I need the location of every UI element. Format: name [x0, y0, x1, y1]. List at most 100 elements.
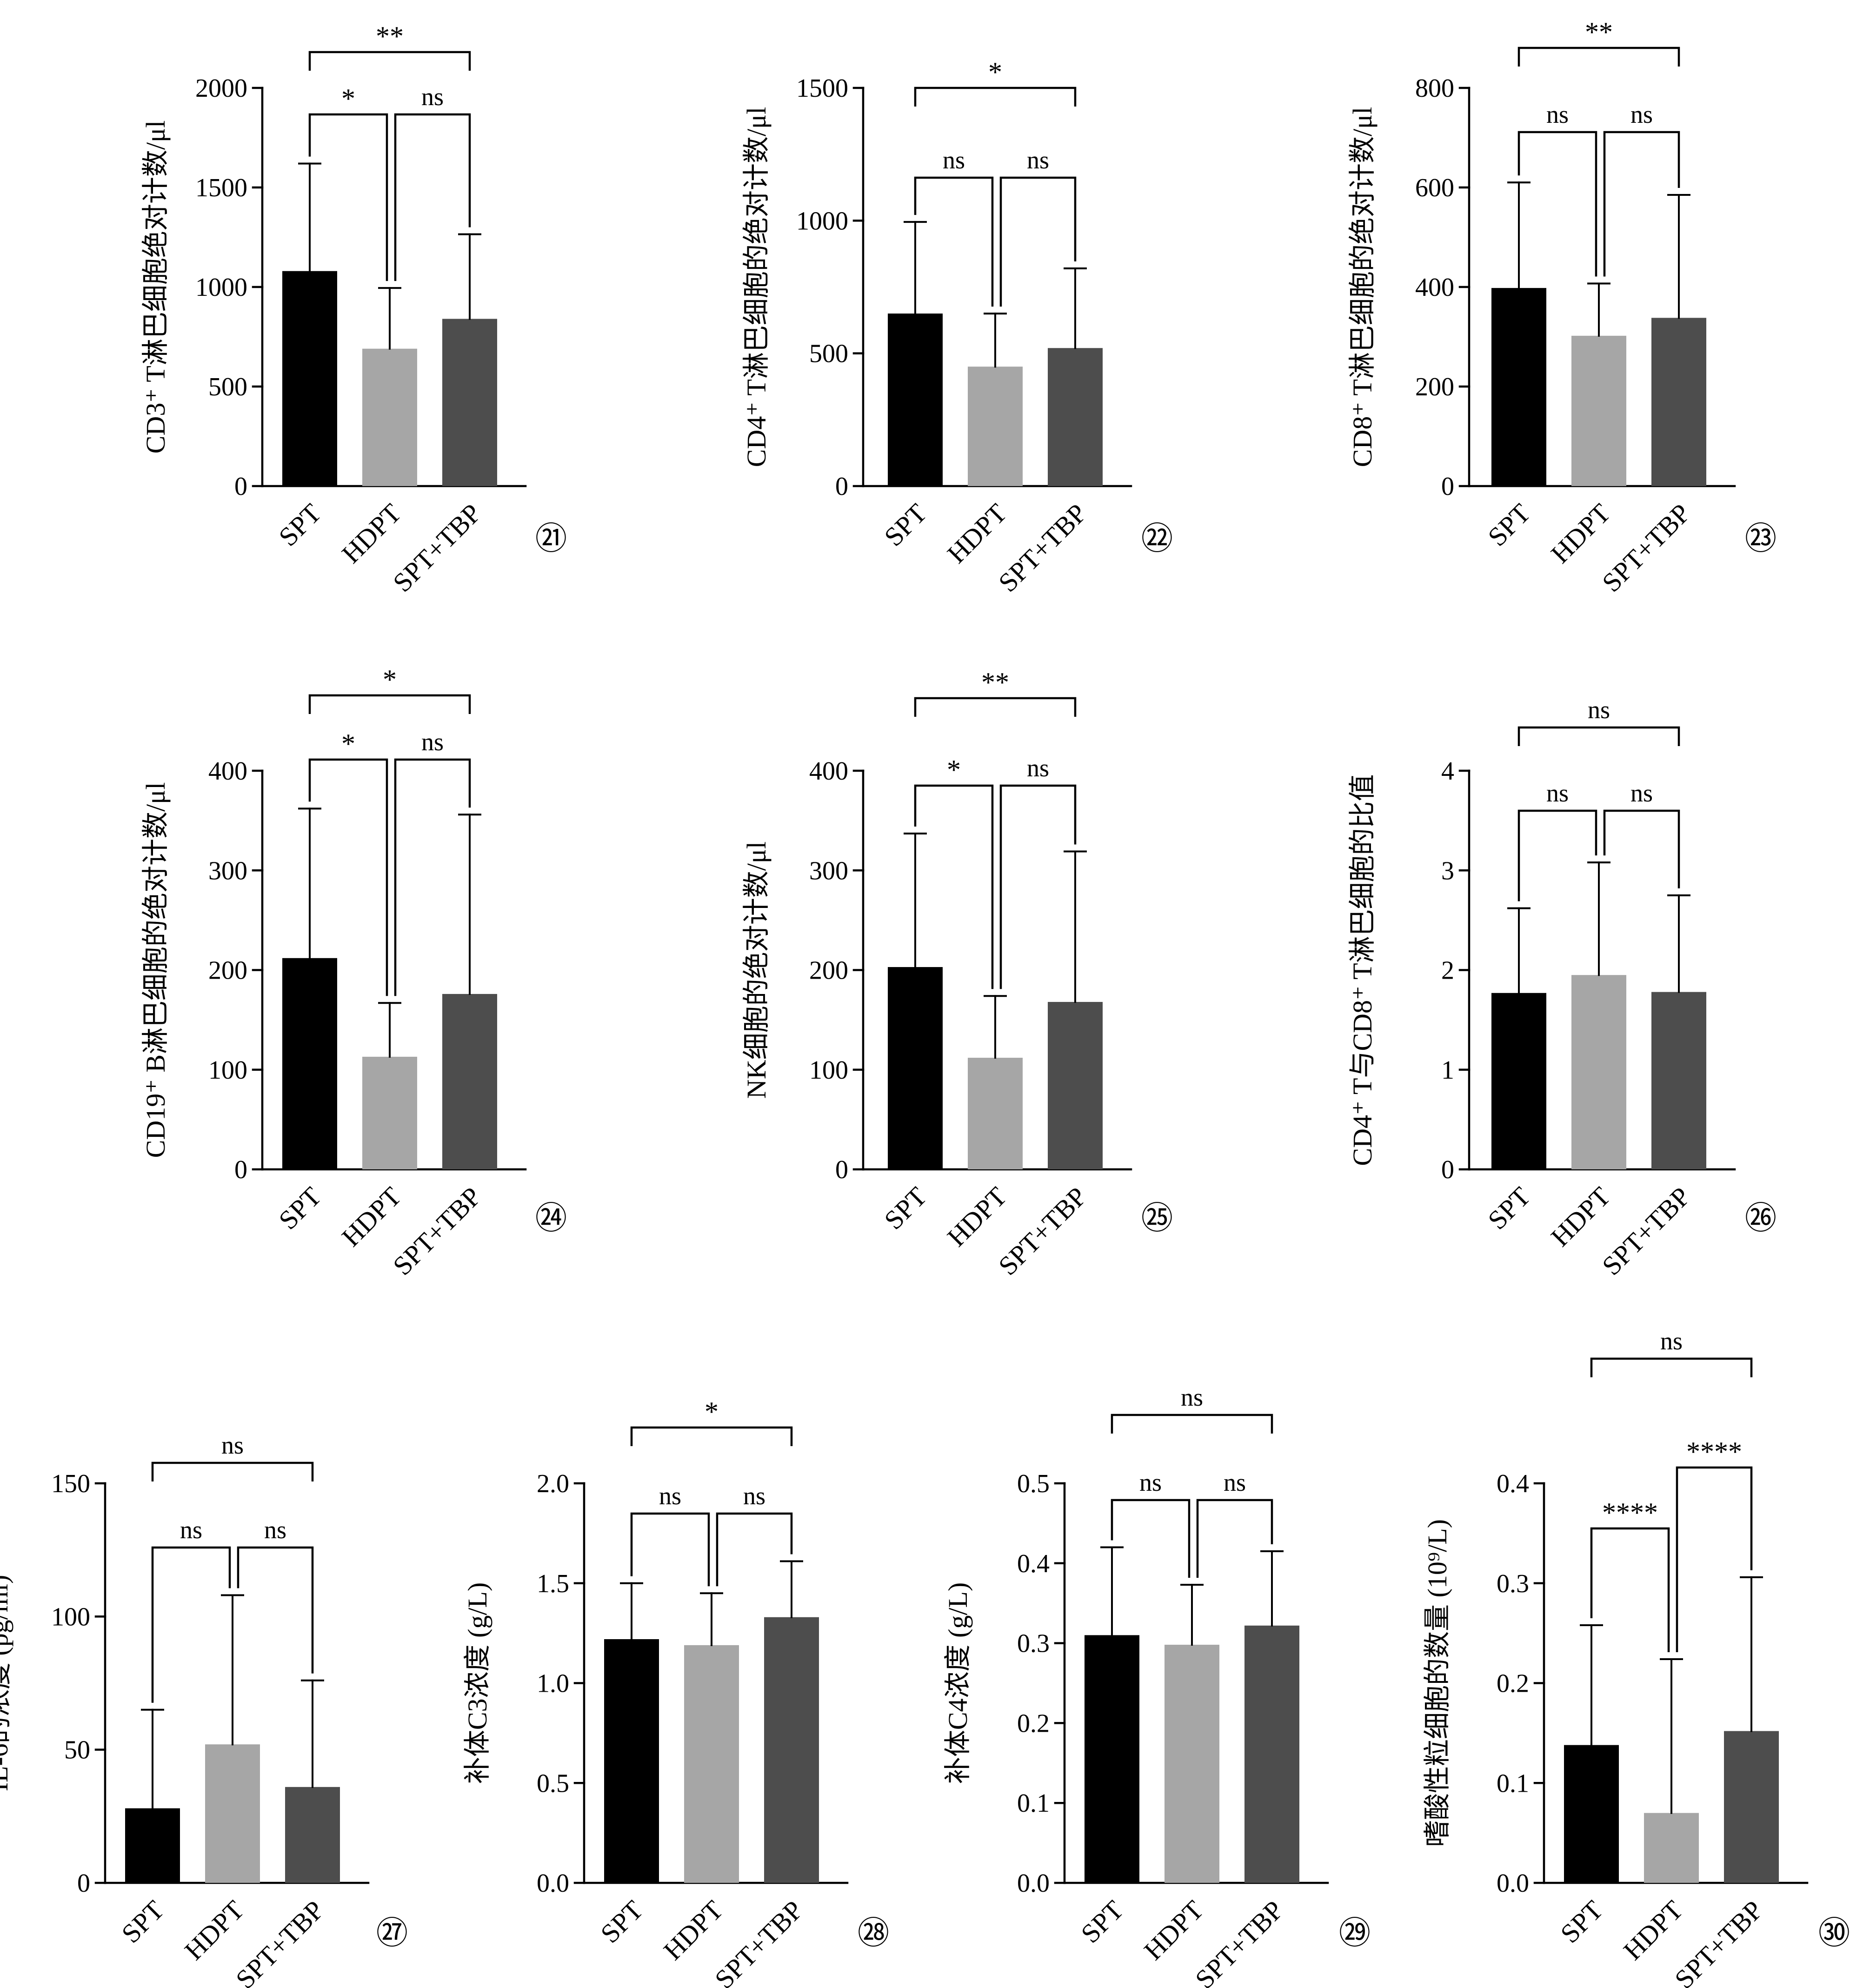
y-tick-label: 400 — [208, 757, 247, 786]
bar-spt-tbp — [764, 1617, 819, 1883]
significance-bracket — [1603, 131, 1680, 277]
x-tick-label: SPT+TBP — [1596, 498, 1696, 598]
significance-bracket — [716, 1512, 793, 1587]
y-axis-label: 嗜酸性粒细胞的数量 (10⁹/L) — [1422, 1519, 1452, 1847]
y-axis-label: CD8⁺ T淋巴细胞的绝对计数/μl — [1347, 107, 1378, 467]
significance-bracket — [151, 1546, 231, 1703]
x-tick-label: HDPT — [1617, 1895, 1689, 1966]
panel-number: ㉓ — [1745, 521, 1777, 556]
x-tick-label: SPT — [878, 498, 933, 552]
y-tick-label: 800 — [1415, 74, 1454, 103]
significance-bracket — [630, 1512, 710, 1587]
y-tick-label: 500 — [809, 340, 848, 368]
y-tick-label: 100 — [51, 1602, 90, 1631]
y-tick-label: 3 — [1441, 856, 1454, 885]
significance-bracket — [1590, 1357, 1753, 1377]
significance-label: * — [341, 728, 355, 759]
significance-label: ** — [1585, 17, 1613, 47]
significance-bracket — [308, 51, 471, 71]
significance-bracket — [394, 758, 471, 996]
significance-label: ns — [1027, 146, 1049, 174]
x-tick-label: SPT — [1482, 498, 1537, 552]
significance-label: ns — [1546, 100, 1569, 128]
x-tick-label: HDPT — [1545, 1181, 1616, 1252]
y-tick-label: 1.0 — [537, 1669, 569, 1698]
significance-bracket — [151, 1461, 314, 1481]
significance-bracket — [914, 697, 1077, 717]
significance-bracket — [1196, 1499, 1273, 1578]
y-tick-label: 150 — [51, 1469, 90, 1498]
bar-spt — [888, 967, 943, 1169]
y-tick-label: 0 — [1441, 472, 1454, 501]
bar-hdpt — [1644, 1813, 1699, 1883]
bar-hdpt — [362, 348, 417, 486]
significance-label: ns — [1588, 696, 1610, 724]
y-tick-label: 0.2 — [1497, 1669, 1529, 1698]
panel-number: ㉗ — [376, 1915, 408, 1951]
significance-bracket — [1676, 1466, 1753, 1652]
y-tick-label: 0 — [234, 472, 247, 501]
x-tick-label: HDPT — [179, 1895, 250, 1966]
y-tick-label: 50 — [64, 1736, 90, 1765]
significance-bracket — [914, 784, 994, 989]
bar-spt-tbp — [1651, 318, 1706, 486]
significance-bracket — [308, 113, 388, 281]
x-tick-label: SPT+TBP — [1669, 1895, 1769, 1988]
bar-hdpt — [1571, 975, 1626, 1169]
panel-number: ㉚ — [1818, 1915, 1850, 1951]
x-tick-label: SPT — [273, 498, 327, 552]
x-tick-label: HDPT — [941, 498, 1012, 569]
y-tick-label: 500 — [208, 373, 247, 401]
y-tick-label: 0.2 — [1017, 1709, 1050, 1738]
y-axis-label: 补体C3浓度 (g/L) — [462, 1582, 492, 1784]
x-tick-label: SPT — [1482, 1181, 1537, 1235]
significance-bracket — [999, 176, 1077, 307]
x-tick-label: SPT — [116, 1895, 170, 1949]
x-tick-label: SPT+TBP — [387, 1181, 487, 1281]
bar-spt-tbp — [1651, 992, 1706, 1169]
significance-bracket — [1517, 809, 1597, 901]
bar-hdpt — [1571, 335, 1626, 486]
y-tick-label: 0.0 — [1017, 1869, 1050, 1898]
bar-spt — [604, 1639, 659, 1883]
panel-number: ㉔ — [535, 1201, 567, 1236]
y-tick-label: 1 — [1441, 1056, 1454, 1085]
y-tick-label: 600 — [1415, 173, 1454, 202]
significance-bracket — [999, 784, 1077, 989]
x-tick-label: SPT+TBP — [387, 498, 487, 598]
y-tick-label: 2000 — [195, 74, 247, 103]
y-axis-label: CD3⁺ T淋巴细胞绝对计数/μl — [140, 120, 171, 454]
significance-label: **** — [1602, 1497, 1658, 1528]
y-tick-label: 200 — [809, 956, 848, 985]
bar-spt-tbp — [1048, 1002, 1103, 1169]
y-tick-label: 100 — [809, 1056, 848, 1085]
x-tick-label: SPT+TBP — [709, 1895, 809, 1988]
y-tick-label: 0 — [835, 1155, 848, 1184]
x-tick-label: HDPT — [1545, 498, 1616, 569]
significance-bracket — [914, 87, 1077, 107]
significance-bracket — [1111, 1499, 1191, 1578]
significance-bracket — [914, 176, 994, 307]
significance-bracket — [308, 758, 388, 996]
significance-label: * — [988, 57, 1002, 87]
y-axis-label: CD19⁺ B淋巴细胞的绝对计数/μl — [140, 782, 171, 1158]
significance-label: ns — [1181, 1383, 1203, 1411]
significance-label: ns — [1660, 1327, 1683, 1355]
y-tick-label: 1.5 — [537, 1569, 569, 1598]
y-tick-label: 400 — [809, 757, 848, 786]
panel-number: ㉖ — [1745, 1201, 1777, 1236]
y-tick-label: 0.4 — [1017, 1549, 1050, 1578]
significance-bracket — [630, 1426, 793, 1446]
x-tick-label: SPT — [595, 1895, 649, 1949]
x-tick-label: SPT+TBP — [992, 1181, 1092, 1281]
y-tick-label: 2 — [1441, 956, 1454, 985]
significance-label: ns — [1027, 754, 1049, 782]
x-tick-label: SPT — [878, 1181, 933, 1235]
x-tick-label: SPT+TBP — [1596, 1181, 1696, 1281]
x-tick-label: HDPT — [336, 1181, 407, 1252]
bar-hdpt — [205, 1744, 260, 1883]
significance-label: ns — [1224, 1468, 1246, 1496]
y-tick-label: 200 — [1415, 373, 1454, 401]
y-axis-label: CD4⁺ T淋巴细胞的绝对计数/μl — [741, 107, 772, 467]
bar-spt — [125, 1808, 180, 1883]
